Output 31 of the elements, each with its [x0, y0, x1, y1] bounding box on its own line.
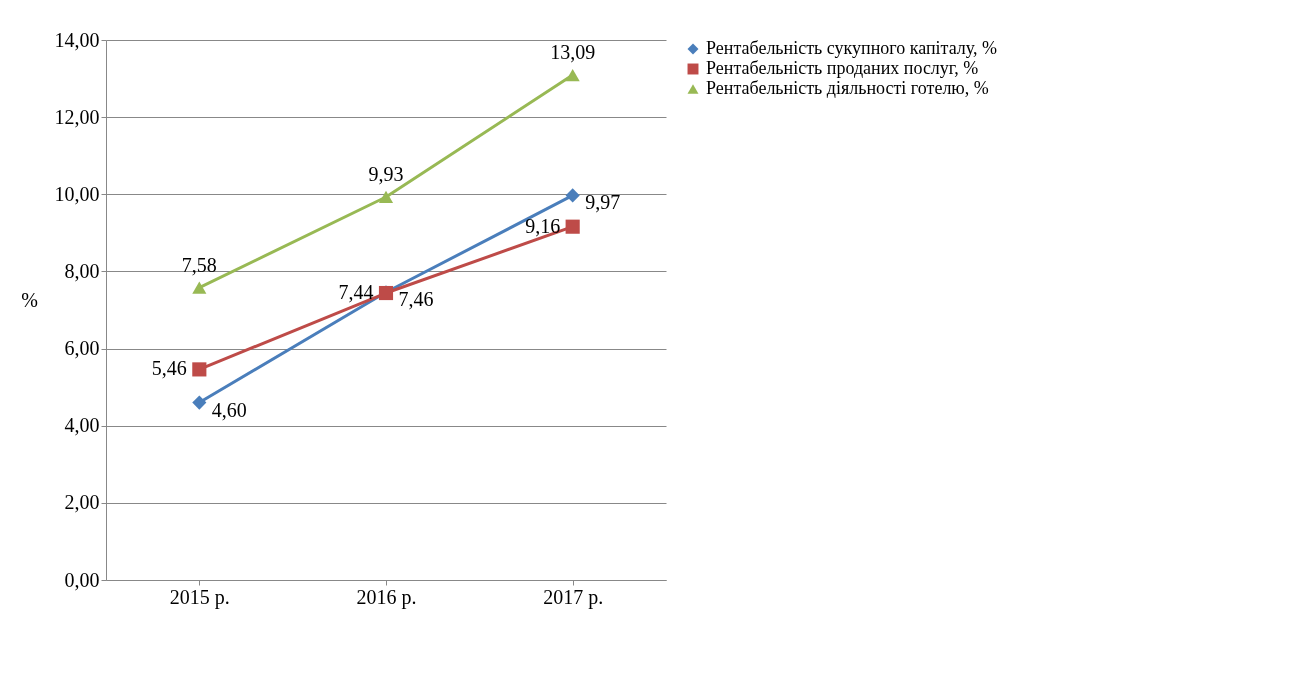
legend-label: Рентабельність проданих послуг, %	[706, 58, 979, 78]
data-label: 4,60	[211, 398, 247, 421]
y-tick-label: 0,00	[64, 568, 100, 591]
data-label: 7,46	[398, 288, 434, 311]
point	[192, 395, 207, 410]
y-tick-label: 6,00	[64, 337, 100, 360]
point	[565, 188, 580, 203]
data-label: 7,44	[338, 281, 374, 304]
y-tick-label: 10,00	[54, 182, 100, 205]
y-tick-label: 12,00	[54, 105, 100, 128]
x-tick-label: 2016 р.	[356, 585, 417, 609]
data-label: 5,46	[151, 357, 187, 380]
data-label: 9,16	[525, 214, 561, 237]
point	[378, 190, 394, 204]
legend-label: Рентабельність діяльності готелю, %	[706, 78, 989, 98]
data-label: 9,93	[368, 162, 404, 185]
point	[565, 68, 580, 82]
data-label: 9,97	[585, 191, 621, 214]
point	[192, 281, 207, 294]
point	[565, 219, 580, 234]
data-label: 13,09	[550, 41, 596, 64]
point	[192, 362, 207, 377]
y-axis-title: %	[21, 288, 38, 311]
x-tick-label: 2015 р.	[169, 585, 230, 609]
y-tick-label: 4,00	[64, 414, 100, 437]
y-tick-label: 8,00	[64, 259, 100, 282]
legend-label: Рентабельність сукупного капіталу, %	[706, 38, 997, 58]
x-tick-label: 2017 р.	[543, 585, 604, 609]
y-tick-label: 14,00	[54, 28, 100, 51]
data-label: 7,58	[181, 253, 217, 276]
y-tick-label: 2,00	[64, 491, 100, 514]
